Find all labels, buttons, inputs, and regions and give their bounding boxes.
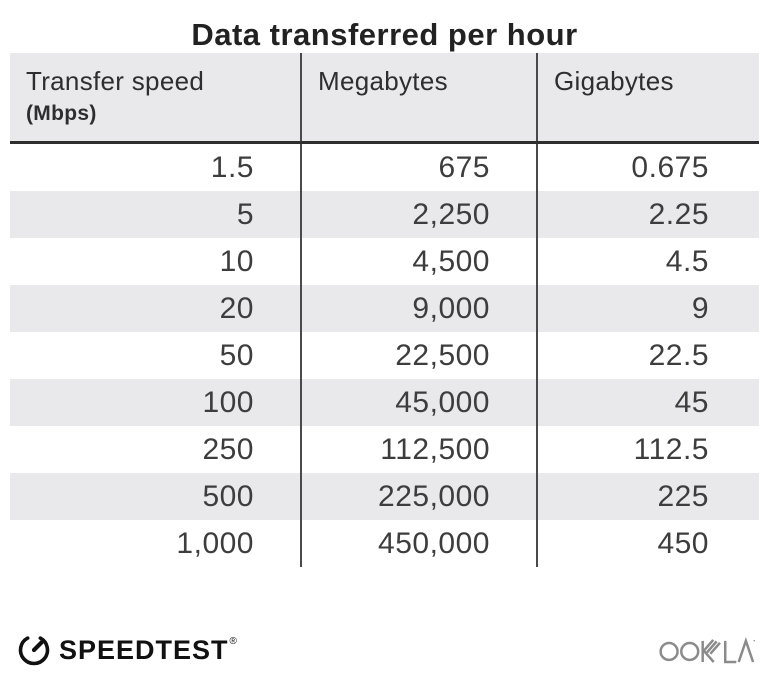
cell-megabytes: 9,000 [302, 285, 538, 332]
cell-gigabytes: 4.5 [665, 244, 709, 278]
cell-transfer-speed: 100 [10, 379, 302, 426]
cell-transfer-speed: 20 [10, 285, 302, 332]
column-header-label: Megabytes [318, 66, 448, 96]
table-row: 50 22,500 22.5 [10, 332, 759, 379]
column-header-label: Gigabytes [554, 66, 674, 96]
cell-megabytes: 45,000 [302, 379, 538, 426]
cell-gigabytes: 225 [657, 479, 709, 513]
table-row: 10 4,500 4.5 [10, 238, 759, 285]
cell-megabytes: 450,000 [302, 520, 538, 567]
table-row: 100 45,000 45 [10, 379, 759, 426]
cell-transfer-speed: 1,000 [10, 520, 302, 567]
column-header-gigabytes: Gigabytes [538, 53, 759, 141]
table-row: 1,000 450,000 450 [10, 520, 759, 567]
column-header-label: Transfer speed [26, 66, 205, 96]
cell-transfer-speed: 10 [10, 238, 302, 285]
cell-gigabytes: 45 [674, 385, 709, 419]
column-header-unit: (Mbps) [26, 102, 97, 125]
footer: SPEEDTEST ® [16, 630, 755, 670]
table-row: 1.5 675 0.675 [10, 144, 759, 191]
cell-transfer-speed: 1.5 [10, 144, 302, 191]
cell-megabytes: 112,500 [302, 426, 538, 473]
cell-megabytes: 2,250 [302, 191, 538, 238]
speedtest-label: SPEEDTEST [59, 634, 229, 665]
column-header-transfer-speed: Transfer speed (Mbps) [10, 53, 302, 141]
table-body: 1.5 675 0.675 5 2,250 2.25 10 4,500 4.5 … [10, 144, 759, 567]
page-title: Data transferred per hour [191, 17, 578, 52]
cell-transfer-speed: 250 [10, 426, 302, 473]
column-header-megabytes: Megabytes [302, 53, 538, 141]
table-row: 5 2,250 2.25 [10, 191, 759, 238]
cell-gigabytes: 450 [657, 526, 709, 560]
ookla-logo [659, 636, 755, 663]
speedtest-logo: SPEEDTEST ® [16, 632, 238, 668]
table-row: 500 225,000 225 [10, 473, 759, 520]
cell-gigabytes: 22.5 [648, 338, 709, 372]
cell-megabytes: 22,500 [302, 332, 538, 379]
cell-gigabytes: 112.5 [633, 432, 709, 466]
cell-megabytes: 225,000 [302, 473, 538, 520]
cell-megabytes: 675 [302, 144, 538, 191]
cell-gigabytes: 2.25 [648, 197, 709, 231]
speedtest-gauge-icon [18, 636, 50, 666]
table-header-row: Transfer speed (Mbps) Megabytes Gigabyte… [10, 53, 759, 144]
cell-transfer-speed: 50 [10, 332, 302, 379]
table-row: 20 9,000 9 [10, 285, 759, 332]
cell-transfer-speed: 500 [10, 473, 302, 520]
speedtest-wordmark: SPEEDTEST ® [59, 635, 238, 666]
cell-gigabytes: 9 [691, 291, 709, 325]
table-row: 250 112,500 112.5 [10, 426, 759, 473]
data-table: Transfer speed (Mbps) Megabytes Gigabyte… [10, 53, 759, 567]
cell-gigabytes: 0.675 [631, 150, 709, 184]
cell-megabytes: 4,500 [302, 238, 538, 285]
registered-mark: ® [229, 635, 238, 647]
cell-transfer-speed: 5 [10, 191, 302, 238]
